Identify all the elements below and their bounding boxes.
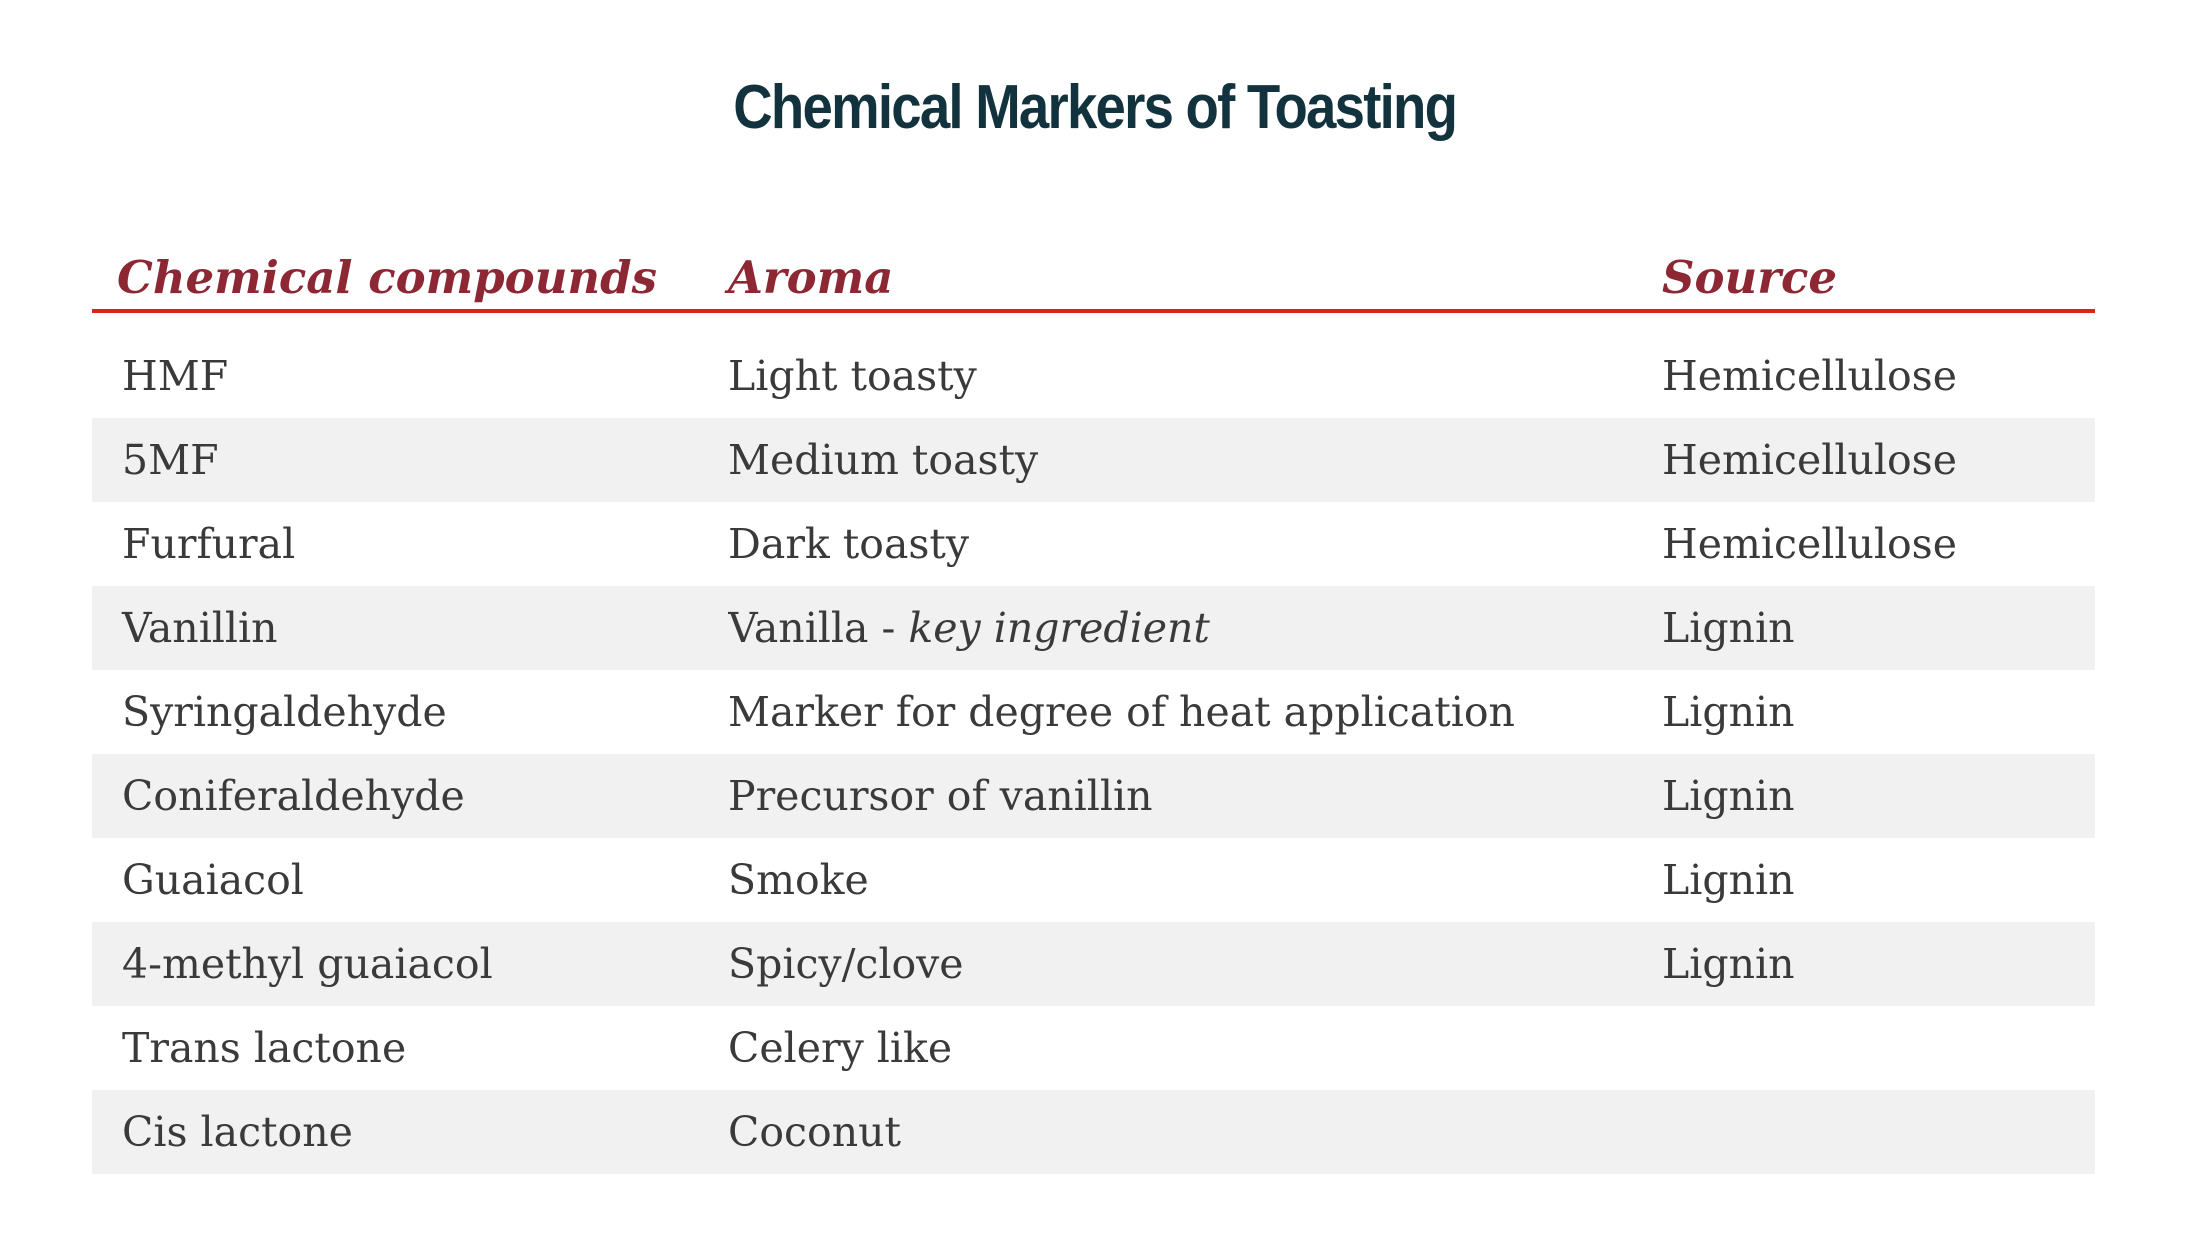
table-row: Trans lactone Celery like xyxy=(92,1006,2095,1090)
aroma-text: Celery like xyxy=(728,1024,953,1072)
aroma-cell: Vanilla - key ingredient xyxy=(728,604,1662,652)
table-row: 4-methyl guaiacol Spicy/clove Lignin xyxy=(92,922,2095,1006)
toasting-markers-table: Chemical compounds Aroma Source HMF Ligh… xyxy=(92,251,2095,1174)
compound-cell: Coniferaldehyde xyxy=(122,772,465,820)
aroma-text: Spicy/clove xyxy=(728,940,964,988)
page-title: Chemical Markers of Toasting xyxy=(0,0,2189,143)
table-body: HMF Light toasty Hemicellulose 5MF Mediu… xyxy=(92,334,2095,1174)
table-row: Guaiacol Smoke Lignin xyxy=(92,838,2095,922)
aroma-cell: Smoke xyxy=(728,856,1662,904)
aroma-text: Vanilla - xyxy=(728,604,909,652)
col-header-aroma: Aroma xyxy=(728,251,894,304)
compound-cell: HMF xyxy=(122,352,229,400)
compound-cell: 4-methyl guaiacol xyxy=(122,940,493,988)
aroma-cell: Spicy/clove xyxy=(728,940,1662,988)
source-cell: Lignin xyxy=(1662,688,1795,736)
source-cell: Hemicellulose xyxy=(1662,436,1957,484)
col-header-source: Source xyxy=(1662,251,1837,304)
table-row: Cis lactone Coconut xyxy=(92,1090,2095,1174)
aroma-cell: Precursor of vanillin xyxy=(728,772,1662,820)
col-header-chemical-compounds: Chemical compounds xyxy=(117,251,657,304)
table-row: Vanillin Vanilla - key ingredient Lignin xyxy=(92,586,2095,670)
page-title-text: Chemical Markers of Toasting xyxy=(733,73,1458,142)
source-cell: Hemicellulose xyxy=(1662,352,1957,400)
source-cell: Lignin xyxy=(1662,940,1795,988)
table-row: Furfural Dark toasty Hemicellulose xyxy=(92,502,2095,586)
aroma-text: Smoke xyxy=(728,856,869,904)
source-cell: Lignin xyxy=(1662,772,1795,820)
compound-cell: Guaiacol xyxy=(122,856,304,904)
aroma-text: Marker for degree of heat application xyxy=(728,688,1515,736)
aroma-text: Light toasty xyxy=(728,352,977,400)
source-cell: Lignin xyxy=(1662,856,1795,904)
aroma-cell: Light toasty xyxy=(728,352,1662,400)
aroma-text: Precursor of vanillin xyxy=(728,772,1153,820)
header-rule-divider xyxy=(92,309,2095,313)
compound-cell: Furfural xyxy=(122,520,296,568)
aroma-cell: Celery like xyxy=(728,1024,1662,1072)
source-cell: Lignin xyxy=(1662,604,1795,652)
compound-cell: Vanillin xyxy=(122,604,278,652)
aroma-text: Medium toasty xyxy=(728,436,1039,484)
aroma-cell: Dark toasty xyxy=(728,520,1662,568)
table-row: Syringaldehyde Marker for degree of heat… xyxy=(92,670,2095,754)
table-header-row: Chemical compounds Aroma Source xyxy=(92,251,2095,305)
compound-cell: Trans lactone xyxy=(122,1024,407,1072)
table-row: 5MF Medium toasty Hemicellulose xyxy=(92,418,2095,502)
aroma-text: Coconut xyxy=(728,1108,901,1156)
aroma-cell: Medium toasty xyxy=(728,436,1662,484)
table-row: HMF Light toasty Hemicellulose xyxy=(92,334,2095,418)
compound-cell: Syringaldehyde xyxy=(122,688,447,736)
compound-cell: Cis lactone xyxy=(122,1108,353,1156)
aroma-text: Dark toasty xyxy=(728,520,970,568)
aroma-cell: Marker for degree of heat application xyxy=(728,688,1662,736)
aroma-emphasis-text: key ingredient xyxy=(908,604,1210,652)
compound-cell: 5MF xyxy=(122,436,219,484)
source-cell: Hemicellulose xyxy=(1662,520,1957,568)
aroma-cell: Coconut xyxy=(728,1108,1662,1156)
table-row: Coniferaldehyde Precursor of vanillin Li… xyxy=(92,754,2095,838)
